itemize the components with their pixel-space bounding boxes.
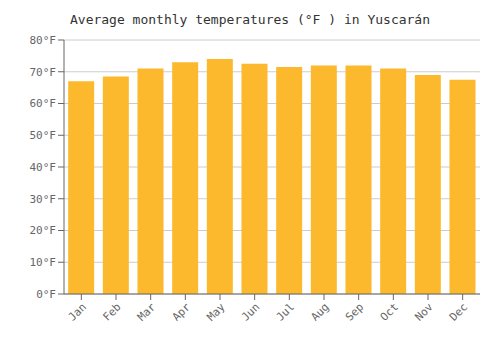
- svg-text:10°F: 10°F: [30, 256, 57, 269]
- svg-text:Jun: Jun: [239, 300, 262, 323]
- svg-text:50°F: 50°F: [30, 129, 57, 142]
- svg-text:30°F: 30°F: [30, 193, 57, 206]
- svg-text:Apr: Apr: [170, 300, 194, 324]
- svg-text:Dec: Dec: [447, 300, 470, 323]
- svg-text:40°F: 40°F: [30, 161, 57, 174]
- svg-text:70°F: 70°F: [30, 66, 57, 79]
- svg-text:Jan: Jan: [66, 300, 89, 323]
- svg-text:Sep: Sep: [343, 300, 366, 323]
- svg-text:80°F: 80°F: [30, 34, 57, 47]
- svg-text:Feb: Feb: [100, 300, 123, 323]
- svg-text:Jul: Jul: [274, 300, 297, 323]
- svg-text:Aug: Aug: [308, 300, 331, 323]
- svg-text:May: May: [204, 300, 228, 324]
- svg-text:20°F: 20°F: [30, 224, 57, 237]
- svg-text:60°F: 60°F: [30, 97, 57, 110]
- svg-text:Nov: Nov: [412, 300, 436, 324]
- html-text:Average monthly temperatures (: Average monthly temperatures (°F ) in Yu…: [70, 12, 430, 27]
- svg-text:0°F: 0°F: [36, 288, 56, 301]
- svg-text:Mar: Mar: [135, 300, 159, 324]
- svg-text:Oct: Oct: [378, 300, 401, 323]
